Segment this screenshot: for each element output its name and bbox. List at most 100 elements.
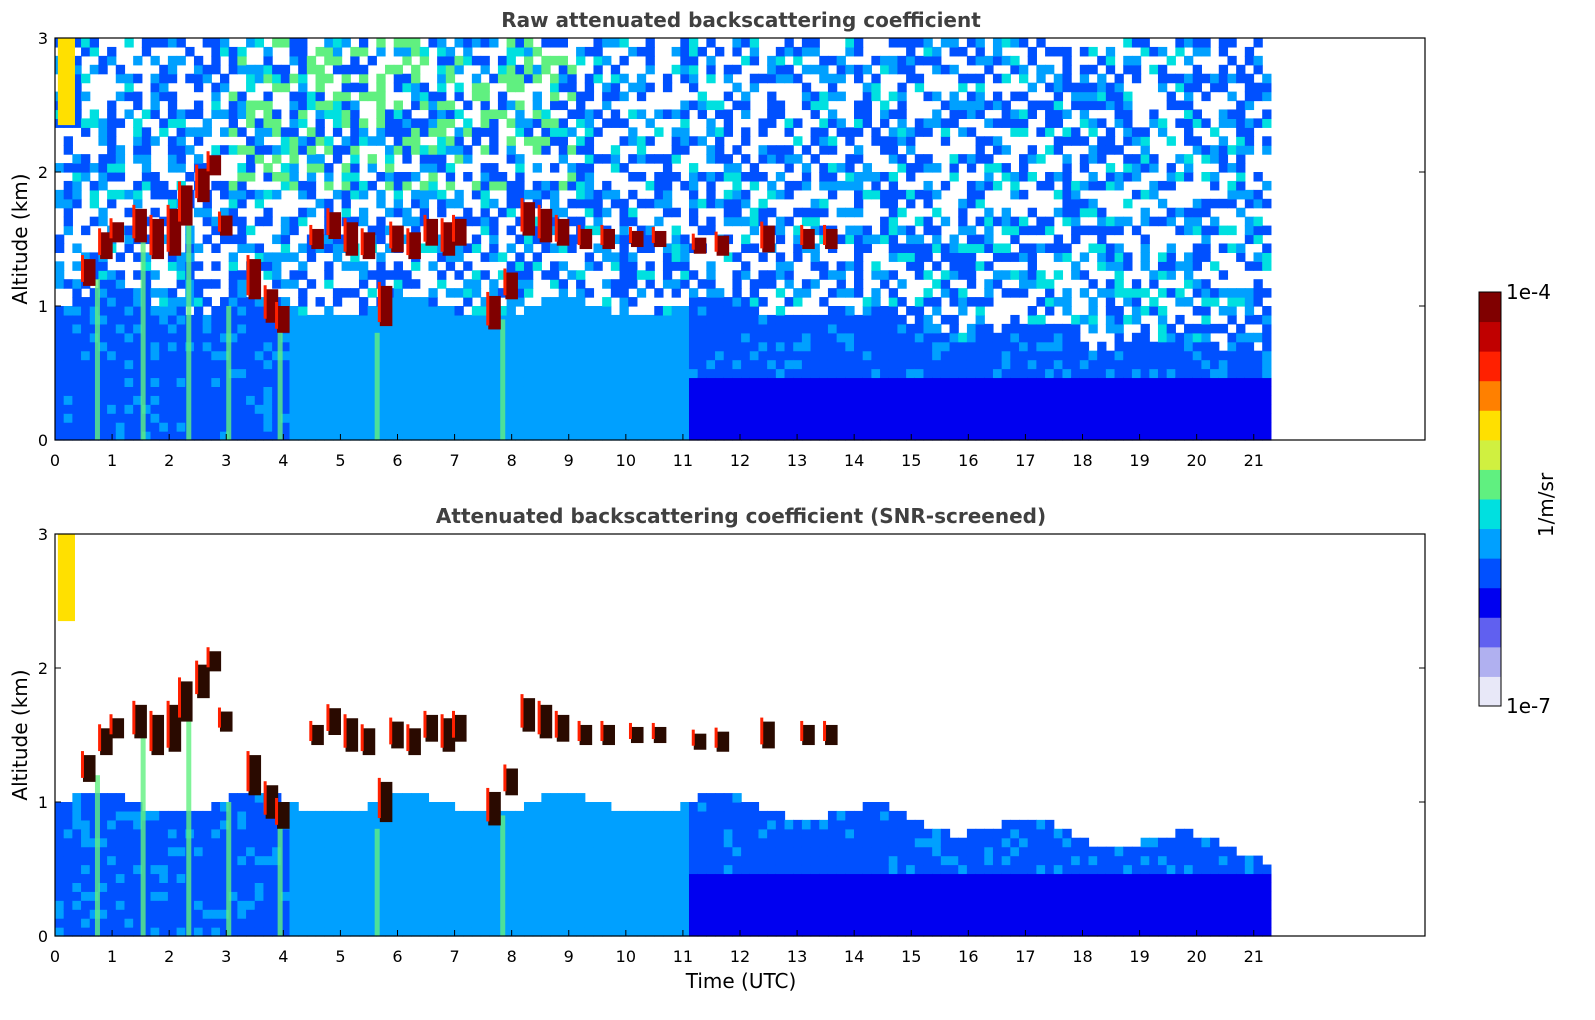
heatmap-cell — [1210, 431, 1220, 441]
heatmap-cell — [706, 422, 716, 432]
heatmap-cell — [654, 386, 664, 396]
heatmap-cell — [741, 55, 751, 66]
heatmap-cell — [975, 332, 985, 343]
heatmap-cell — [1019, 172, 1029, 182]
heatmap-cell — [211, 900, 221, 910]
heatmap-cell — [619, 413, 629, 423]
heatmap-cell — [515, 341, 525, 352]
heatmap-cell — [1192, 306, 1202, 316]
heatmap-cell — [1184, 359, 1194, 370]
heatmap-cell — [393, 404, 403, 414]
heatmap-cell — [1088, 431, 1098, 441]
heatmap-cell — [1184, 55, 1194, 66]
heatmap-cell — [193, 207, 204, 218]
heatmap-cell — [636, 323, 647, 334]
heatmap-cell — [254, 422, 265, 432]
heatmap-cell — [506, 297, 516, 307]
heatmap-cell — [63, 279, 73, 289]
heatmap-cell — [150, 332, 160, 343]
heatmap-cell — [150, 810, 160, 821]
heatmap-cell — [854, 145, 864, 155]
heatmap-cell — [220, 234, 230, 245]
heatmap-cell — [758, 297, 768, 307]
heatmap-cell — [1097, 91, 1107, 102]
heatmap-cell — [550, 314, 560, 325]
heatmap-cell — [888, 38, 899, 48]
heatmap-cell — [358, 323, 369, 334]
heatmap-cell — [402, 109, 412, 119]
heatmap-cell — [932, 46, 942, 57]
heatmap-cell — [324, 368, 334, 379]
heatmap-cell — [367, 422, 377, 432]
heatmap-cell — [1062, 431, 1072, 441]
heatmap-cell — [124, 207, 134, 218]
heatmap-cell — [176, 279, 186, 289]
heatmap-cell — [272, 404, 282, 414]
heatmap-cell — [124, 234, 134, 245]
heatmap-cell — [55, 819, 65, 830]
heatmap-cell — [385, 163, 395, 173]
heatmap-cell — [558, 404, 568, 414]
heatmap-cell — [749, 216, 760, 227]
heatmap-cell — [1105, 431, 1116, 441]
heatmap-cell — [715, 288, 725, 298]
heatmap-cell — [532, 368, 542, 379]
heatmap-cell — [1140, 145, 1150, 155]
heatmap-cell — [437, 306, 447, 316]
heatmap-cell — [593, 368, 603, 379]
heatmap-cell — [419, 180, 430, 191]
heatmap-cell — [159, 189, 169, 200]
heatmap-cell — [246, 846, 256, 857]
heatmap-cell — [688, 136, 699, 146]
heatmap-cell — [150, 422, 160, 432]
heatmap-cell — [367, 323, 377, 334]
heatmap-cell — [124, 323, 134, 334]
heatmap-cell — [176, 395, 186, 405]
heatmap-cell — [124, 38, 134, 48]
heatmap-cell — [1001, 431, 1011, 441]
heatmap-cell — [949, 323, 959, 334]
heatmap-cell — [532, 377, 542, 387]
heatmap-cell — [1201, 198, 1211, 209]
heatmap-cell — [550, 91, 560, 102]
heatmap-cell — [55, 413, 65, 423]
heatmap-cell — [1184, 91, 1194, 102]
heatmap-cell — [237, 900, 247, 910]
heatmap-cell — [1105, 359, 1116, 370]
heatmap-cell — [411, 91, 421, 102]
heatmap-cell — [827, 180, 838, 191]
heatmap-cell — [958, 377, 968, 387]
heatmap-cell — [471, 431, 482, 441]
heatmap-cell — [176, 422, 186, 432]
heatmap-cell — [1088, 413, 1098, 423]
heatmap-cell — [775, 350, 786, 361]
heatmap-cell — [888, 64, 899, 75]
heatmap-cell — [1140, 332, 1150, 343]
heatmap-cell — [315, 882, 325, 892]
heatmap-cell — [958, 359, 968, 370]
heatmap-cell — [827, 55, 838, 66]
cloud-patch — [362, 232, 376, 260]
heatmap-cell — [1131, 422, 1142, 432]
heatmap-cell — [1166, 163, 1176, 173]
heatmap-cell — [350, 261, 360, 271]
heatmap-cell — [141, 395, 152, 405]
heatmap-cell — [1201, 306, 1211, 316]
heatmap-cell — [72, 64, 82, 75]
heatmap-cell — [402, 350, 412, 361]
heatmap-cell — [89, 163, 100, 173]
heatmap-cell — [306, 314, 317, 325]
heatmap-cell — [289, 900, 299, 910]
heatmap-cell — [671, 422, 681, 432]
heatmap-cell — [63, 180, 73, 191]
heatmap-cell — [437, 198, 447, 209]
heatmap-cell — [115, 350, 126, 361]
heatmap-cell — [124, 73, 134, 84]
heatmap-cell — [654, 154, 664, 164]
heatmap-cell — [1192, 73, 1202, 84]
heatmap-cell — [715, 46, 725, 57]
heatmap-cell — [836, 270, 846, 280]
heatmap-cell — [332, 314, 343, 325]
heatmap-cell — [854, 234, 864, 245]
heatmap-cell — [845, 172, 855, 182]
